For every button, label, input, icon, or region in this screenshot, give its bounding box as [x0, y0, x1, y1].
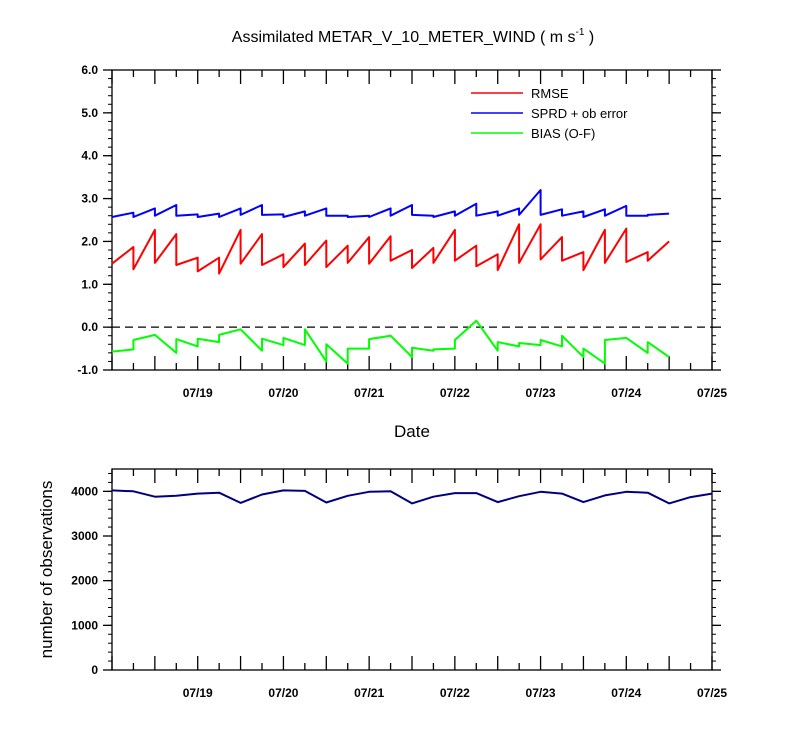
top-x-tick-label: 07/20: [268, 386, 298, 400]
bottom-x-tick-label: 07/20: [268, 686, 298, 700]
series-line-rmse: [111, 223, 670, 275]
chart-title: Assimilated METAR_V_10_METER_WIND ( m s-…: [232, 27, 594, 46]
top-y-tick-label: 0.0: [81, 320, 98, 334]
y-axis-title: number of observations: [37, 481, 56, 659]
bottom-x-tick-label: 07/21: [354, 686, 384, 700]
series-line-sprd-ob-error: [111, 189, 670, 218]
bottom-plot-frame: [111, 468, 713, 671]
top-x-tick-label: 07/22: [440, 386, 470, 400]
bottom-y-tick-label: 0: [91, 663, 98, 677]
bottom-y-tick-label: 2000: [71, 574, 98, 588]
legend-entry-label: SPRD + ob error: [531, 106, 628, 121]
bottom-x-tick-label: 07/19: [183, 686, 213, 700]
observations-line: [111, 489, 713, 505]
bottom-y-tick-label: 4000: [71, 484, 98, 498]
chart-title-superscript: -1: [576, 27, 585, 38]
bottom-x-tick-label: 07/23: [526, 686, 556, 700]
bottom-x-tick-label: 07/24: [611, 686, 641, 700]
bottom-y-tick-label: 3000: [71, 529, 98, 543]
x-axis-title: Date: [394, 422, 430, 441]
top-y-tick-label: 2.0: [81, 234, 98, 248]
legend-entry-label: BIAS (O-F): [531, 126, 595, 141]
top-y-tick-label: -1.0: [77, 363, 98, 377]
top-x-tick-label: 07/23: [526, 386, 556, 400]
top-y-tick-label: 4.0: [81, 149, 98, 163]
series-line-bias-o-f-: [111, 319, 670, 365]
top-y-tick-label: 1.0: [81, 277, 98, 291]
chart-title-main: Assimilated METAR_V_10_METER_WIND ( m s: [232, 29, 576, 46]
top-x-tick-label: 07/21: [354, 386, 384, 400]
chart-title-close: ): [584, 29, 594, 46]
top-x-tick-label: 07/25: [697, 386, 727, 400]
top-x-tick-label: 07/24: [611, 386, 641, 400]
top-y-tick-label: 5.0: [81, 106, 98, 120]
bottom-x-tick-label: 07/22: [440, 686, 470, 700]
top-y-tick-label: 3.0: [81, 192, 98, 206]
top-x-tick-label: 07/19: [183, 386, 213, 400]
bottom-y-tick-label: 1000: [71, 618, 98, 632]
top-y-tick-label: 6.0: [81, 63, 98, 77]
top-panel: 07/19 07/20 07/21 07/22 07/23 07/24 07/25 -1.0 0…: [77, 63, 727, 441]
bottom-panel: 07/19 07/20 07/21 07/22 07/23 07/24 07/25 0 1000…: [37, 468, 727, 700]
legend-entry-label: RMSE: [531, 86, 569, 101]
bottom-x-tick-label: 07/25: [697, 686, 727, 700]
